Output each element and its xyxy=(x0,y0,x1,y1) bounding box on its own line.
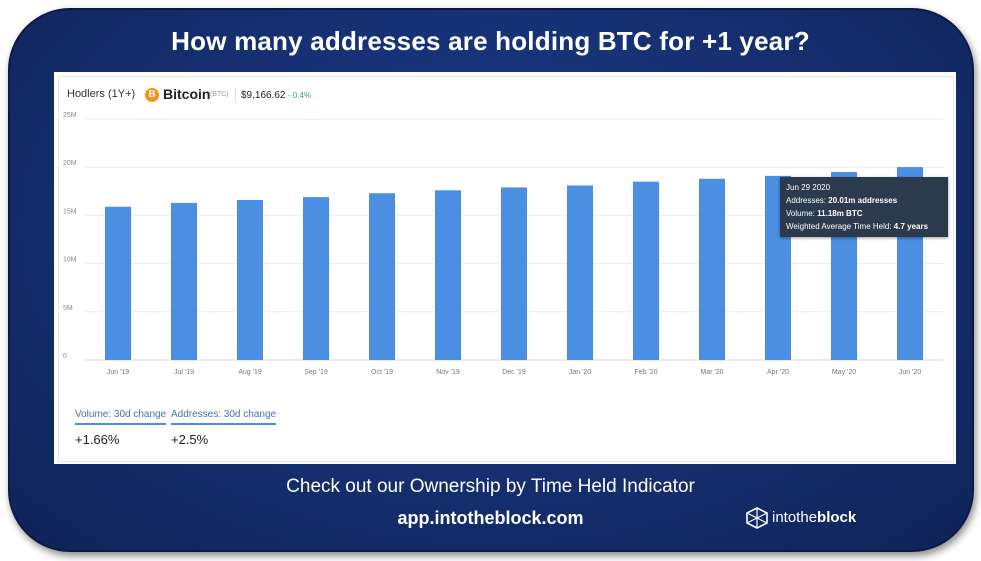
chart-tooltip: Jun 29 2020 Addresses: 20.01m addresses … xyxy=(780,177,948,237)
tooltip-time-held-value: 4.7 years xyxy=(893,222,929,231)
bar[interactable] xyxy=(699,178,725,360)
x-tick-label: Jul '19 xyxy=(174,369,194,376)
coin-ticker: (BTC) xyxy=(210,91,229,98)
stat-addresses-value: +2.5% xyxy=(171,432,209,447)
tooltip-volume-value: 11.18m BTC xyxy=(817,209,863,218)
stat-addresses-label[interactable]: Addresses: 30d change xyxy=(171,409,277,425)
cta-text: Check out our Ownership by Time Held Ind… xyxy=(286,476,695,497)
bar[interactable] xyxy=(237,199,263,360)
tooltip-addresses-value: 20.01m addresses xyxy=(828,196,898,205)
y-tick-label: 0 xyxy=(63,353,67,360)
tooltip-volume-label: Volume: xyxy=(786,209,815,218)
x-tick-label: Jun '19 xyxy=(107,369,129,376)
site-url[interactable]: app.intotheblock.com xyxy=(397,508,584,528)
bar[interactable] xyxy=(501,187,527,360)
brand-name: intotheblock xyxy=(772,509,856,526)
x-tick-label: May '20 xyxy=(832,369,856,376)
header-divider xyxy=(235,88,236,102)
x-tick-label: Nov '19 xyxy=(436,369,460,376)
stat-volume-change[interactable]: Volume: 30d change +1.66% xyxy=(75,404,167,447)
y-tick-label: 5M xyxy=(63,305,73,312)
bar[interactable] xyxy=(369,193,395,360)
bar[interactable] xyxy=(567,185,593,360)
bar[interactable] xyxy=(105,206,131,360)
x-tick-label: Dec '19 xyxy=(502,369,526,376)
y-tick-label: 25M xyxy=(63,112,77,119)
x-tick-label: Feb '20 xyxy=(634,369,657,376)
stat-volume-label[interactable]: Volume: 30d change xyxy=(75,409,167,425)
x-tick-label: Jan '20 xyxy=(569,369,591,376)
tooltip-time-held-label: Weighted Average Time Held: xyxy=(786,222,892,231)
coin-name[interactable]: Bitcoin xyxy=(163,86,211,102)
x-tick-label: Oct '19 xyxy=(371,369,393,376)
price-change: - 0.4% xyxy=(288,91,312,100)
brand-logo: intotheblock xyxy=(746,507,856,529)
y-tick-label: 10M xyxy=(63,257,77,264)
coin-price: $9,166.62 xyxy=(241,90,286,101)
brand-prefix: intothe xyxy=(772,509,818,526)
stat-volume-value: +1.66% xyxy=(75,432,120,447)
bar[interactable] xyxy=(171,202,197,360)
stat-addresses-change[interactable]: Addresses: 30d change +2.5% xyxy=(171,404,277,447)
brand-suffix: block xyxy=(817,509,857,526)
y-tick-label: 20M xyxy=(63,160,77,167)
bar[interactable] xyxy=(435,190,461,360)
x-tick-label: Aug '19 xyxy=(238,369,262,376)
page-title: How many addresses are holding BTC for +… xyxy=(171,26,810,56)
bitcoin-icon: B xyxy=(145,88,159,102)
x-tick-label: Jun '20 xyxy=(899,369,921,376)
chart-card: Hodlers (1Y+) B Bitcoin (BTC) $9,166.62 … xyxy=(58,76,954,462)
x-tick-label: Mar '20 xyxy=(700,369,723,376)
bar-chart[interactable]: 0 5M 10M 15M 20M 25M Jun '19 Jul '19 Aug '19 Sep … xyxy=(59,77,953,397)
y-tick-label: 15M xyxy=(63,208,77,215)
metric-label[interactable]: Hodlers (1Y+) xyxy=(67,88,136,100)
intotheblock-logo-icon xyxy=(746,507,768,529)
tooltip-date: Jun 29 2020 xyxy=(786,183,831,192)
chart-panel: Hodlers (1Y+) B Bitcoin (BTC) $9,166.62 … xyxy=(54,72,956,464)
x-tick-label: Apr '20 xyxy=(767,369,789,376)
bar[interactable] xyxy=(633,181,659,360)
x-tick-label: Sep '19 xyxy=(304,369,328,376)
bar[interactable] xyxy=(303,197,329,360)
tooltip-addresses-label: Addresses: xyxy=(786,196,827,205)
